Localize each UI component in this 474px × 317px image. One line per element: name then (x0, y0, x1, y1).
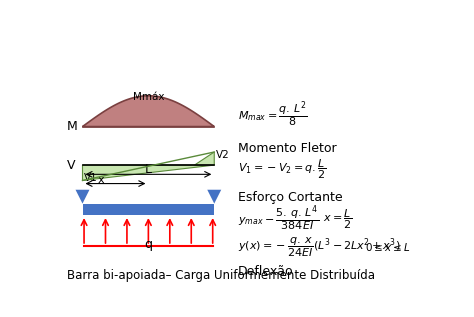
Bar (82, 204, 214, 215)
Text: Mmáx: Mmáx (133, 92, 164, 102)
Text: $M_{max} = \dfrac{q.\,L^2}{8}$: $M_{max} = \dfrac{q.\,L^2}{8}$ (237, 100, 307, 130)
Text: $y_{max} -\dfrac{5.\,q.\,L^4}{384EI}$: $y_{max} -\dfrac{5.\,q.\,L^4}{384EI}$ (237, 204, 319, 234)
Text: Esforço Cortante: Esforço Cortante (237, 191, 342, 204)
Text: $0 \leq x \leq L$: $0 \leq x \leq L$ (365, 242, 411, 254)
Text: L: L (145, 163, 152, 176)
Text: $V_1 = -V_2 = q.\dfrac{L}{2}$: $V_1 = -V_2 = q.\dfrac{L}{2}$ (237, 157, 326, 181)
Text: M: M (67, 120, 78, 133)
Text: Barra bi-apoiada– Carga Uniformemente Distribuída: Barra bi-apoiada– Carga Uniformemente Di… (67, 269, 375, 282)
Text: V: V (67, 158, 75, 171)
Polygon shape (207, 190, 221, 204)
Polygon shape (82, 165, 214, 180)
Polygon shape (194, 152, 214, 165)
Text: $x = \dfrac{L}{2}$: $x = \dfrac{L}{2}$ (323, 207, 352, 231)
Text: Momento Fletor: Momento Fletor (237, 142, 336, 155)
Polygon shape (75, 190, 90, 204)
Text: V1: V1 (84, 173, 98, 183)
Polygon shape (82, 96, 214, 126)
Text: q: q (145, 237, 152, 250)
Text: $y(x) = -\dfrac{q.\,x}{24EI}(L^3 - 2Lx^2 + x^3)$: $y(x) = -\dfrac{q.\,x}{24EI}(L^3 - 2Lx^2… (237, 236, 400, 259)
Text: V2: V2 (216, 151, 229, 160)
Text: x: x (98, 175, 105, 185)
Text: Deflexão: Deflexão (237, 265, 293, 278)
